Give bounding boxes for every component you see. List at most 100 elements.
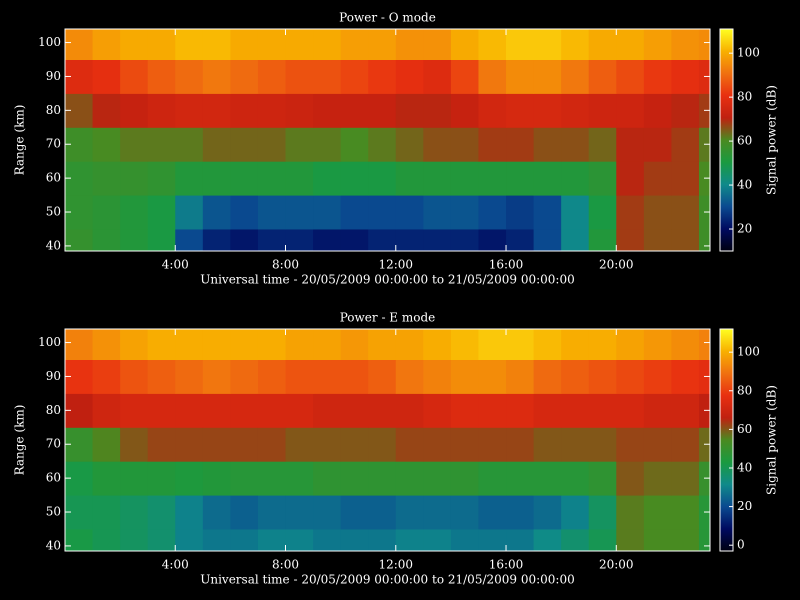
heatmap-cell <box>368 93 397 128</box>
heatmap-cell <box>616 427 645 462</box>
heatmap-cell <box>423 228 452 251</box>
heatmap-cell <box>671 393 700 428</box>
heatmap-cell <box>395 228 424 251</box>
heatmap-cell <box>395 195 424 230</box>
heatmap-cell <box>478 93 507 128</box>
heatmap-cell <box>533 461 562 496</box>
heatmap-cell <box>616 393 645 428</box>
heatmap-cell <box>561 29 590 61</box>
heatmap-cell <box>616 29 645 61</box>
heatmap-cell <box>395 427 424 462</box>
heatmap-cell <box>423 359 452 394</box>
heatmap-cell <box>671 161 700 196</box>
heatmap-cell <box>175 195 204 230</box>
heatmap-cell <box>257 495 287 530</box>
chart-title: Power - E mode <box>340 311 436 325</box>
x-tick-label: 20:00 <box>599 258 634 272</box>
heatmap-cell <box>588 427 617 462</box>
heatmap-cell <box>340 161 369 196</box>
heatmap-cell <box>533 29 562 61</box>
heatmap-cell <box>643 359 672 394</box>
heatmap-cell <box>533 393 562 428</box>
heatmap-cell <box>588 329 617 361</box>
heatmap-cell <box>313 228 342 251</box>
heatmap-cell <box>92 329 121 361</box>
heatmap-cell <box>450 461 479 496</box>
heatmap-cell <box>395 528 424 551</box>
heatmap-cell <box>120 427 149 462</box>
heatmap-cell <box>616 329 645 361</box>
heatmap-cell <box>285 59 314 94</box>
heatmap-cell <box>340 461 369 496</box>
heatmap-cell <box>120 161 149 196</box>
heatmap-cell <box>340 59 369 94</box>
heatmap-cell <box>285 228 314 251</box>
heatmap-cell <box>616 461 645 496</box>
heatmap-cell <box>285 528 314 551</box>
heatmap-cell <box>340 495 369 530</box>
heatmap-cell <box>313 29 342 61</box>
heatmap-cell <box>368 59 397 94</box>
heatmap-cell <box>478 127 507 162</box>
heatmap-cell <box>230 528 259 551</box>
colorbar-tick-label: 40 <box>737 178 752 192</box>
heatmap-cell <box>147 528 176 551</box>
heatmap-cell <box>506 93 535 128</box>
heatmap-cell <box>478 427 507 462</box>
heatmap-cell <box>92 427 121 462</box>
heatmap-cell <box>368 495 397 530</box>
heatmap-cell <box>533 359 562 394</box>
heatmap-cell <box>423 329 452 361</box>
heatmap-cell <box>395 393 424 428</box>
heatmap-cell <box>230 228 259 251</box>
heatmap-cell <box>313 93 342 128</box>
heatmap-cell <box>313 195 342 230</box>
heatmap-cell <box>257 195 287 230</box>
x-tick-label: 12:00 <box>378 258 413 272</box>
colorbar-tick-label: 100 <box>737 345 760 359</box>
heatmap-cell <box>450 393 479 428</box>
heatmap-cell <box>313 329 342 361</box>
heatmap-cell <box>561 427 590 462</box>
heatmap-cell <box>561 93 590 128</box>
heatmap-cell <box>230 195 259 230</box>
heatmap-cell <box>506 528 535 551</box>
heatmap-cell <box>313 161 342 196</box>
heatmap-cell <box>643 195 672 230</box>
heatmap-cell <box>616 127 645 162</box>
heatmap-cell <box>65 29 94 61</box>
plot-frame <box>64 28 711 252</box>
heatmap-cell <box>450 329 479 361</box>
heatmap-cell <box>423 29 452 61</box>
heatmap-cell <box>147 161 176 196</box>
heatmap-cell <box>230 461 259 496</box>
heatmap-cell <box>175 127 204 162</box>
heatmap-cell <box>395 93 424 128</box>
colorbar-tick-label: 0 <box>737 538 745 552</box>
heatmap-cell <box>368 195 397 230</box>
heatmap-cell <box>257 161 287 196</box>
heatmap-cell <box>423 59 452 94</box>
heatmap-cell <box>92 93 121 128</box>
heatmap-cell <box>340 427 369 462</box>
heatmap-cell <box>368 359 397 394</box>
heatmap-cell <box>478 59 507 94</box>
heatmap-cell <box>147 59 176 94</box>
heatmap-cell <box>561 161 590 196</box>
heatmap-cell <box>285 195 314 230</box>
heatmap-cell <box>506 393 535 428</box>
heatmap-cell <box>230 93 259 128</box>
heatmap-cell <box>257 461 287 496</box>
heatmap-cell <box>588 528 617 551</box>
heatmap-cell <box>147 427 176 462</box>
heatmap-cell <box>230 59 259 94</box>
colorbar <box>719 28 734 252</box>
heatmap-cell <box>506 427 535 462</box>
heatmap-cell <box>147 393 176 428</box>
heatmap-cell <box>561 195 590 230</box>
heatmap-cell <box>588 93 617 128</box>
heatmap-cell <box>616 161 645 196</box>
heatmap-cell <box>533 127 562 162</box>
heatmap-cell <box>478 195 507 230</box>
heatmap-cell <box>285 393 314 428</box>
